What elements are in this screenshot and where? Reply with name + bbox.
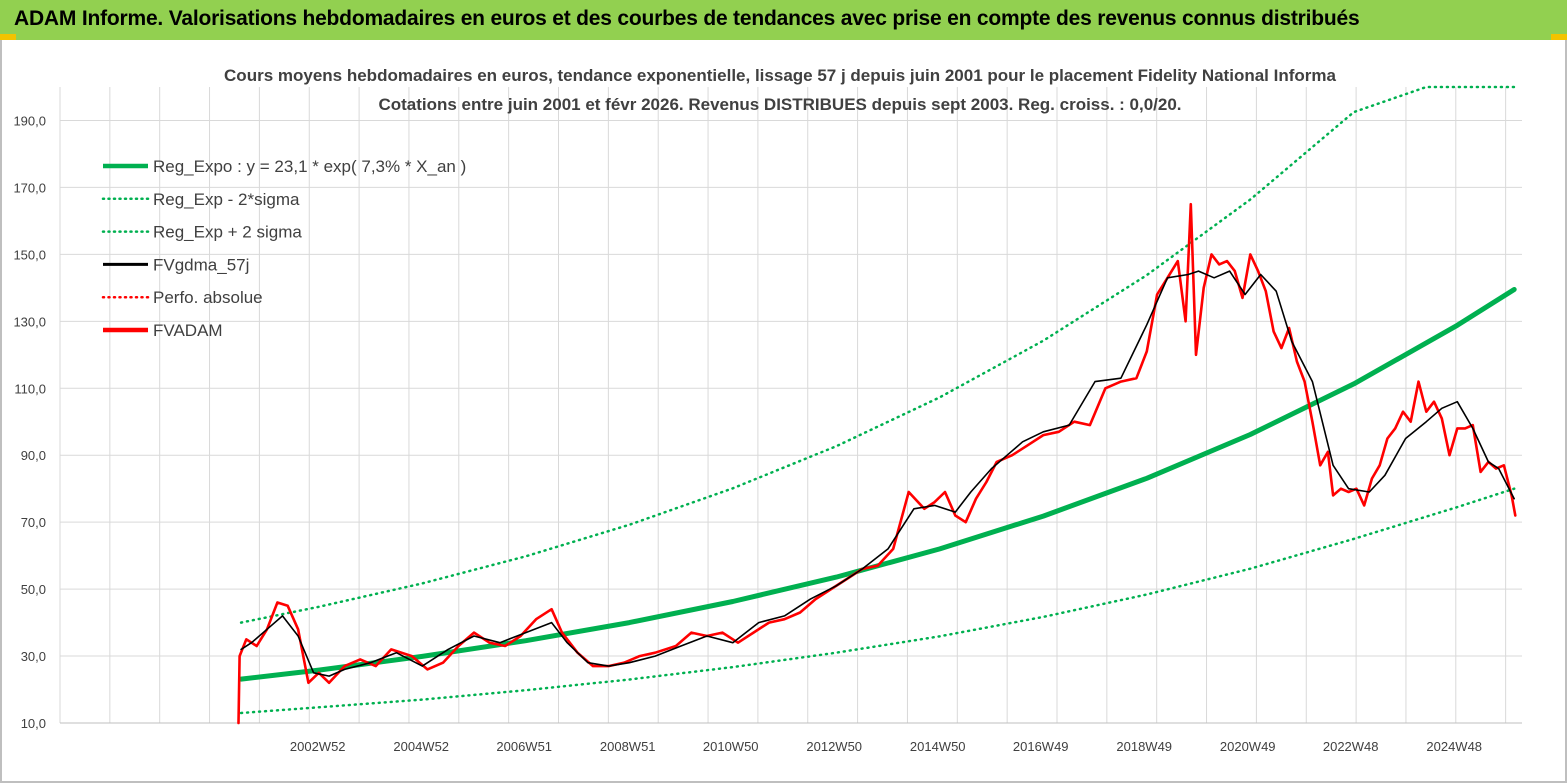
grid (59, 87, 1522, 724)
y-tick-label: 30,0 (21, 649, 46, 664)
chart-title-line-2: Cotations entre juin 2001 et févr 2026. … (378, 95, 1181, 114)
x-tick-label: 2004W52 (393, 739, 449, 754)
y-tick-label: 10,0 (21, 716, 46, 731)
legend-label: FVADAM (153, 321, 223, 340)
x-tick-label: 2018W49 (1116, 739, 1172, 754)
x-tick-label: 2010W50 (703, 739, 759, 754)
x-tick-label: 2022W48 (1323, 739, 1379, 754)
chart-frame (0, 40, 1567, 783)
x-tick-label: 2002W52 (290, 739, 346, 754)
banner-accent-right (1551, 34, 1567, 40)
legend: Reg_Expo : y = 23,1 * exp( 7,3% * X_an )… (101, 157, 466, 340)
y-tick-label: 110,0 (14, 381, 46, 396)
legend-label: Reg_Exp - 2*sigma (153, 190, 300, 209)
banner-accent-left (0, 34, 16, 40)
series-fvgdma-57j (240, 270, 1515, 677)
y-tick-label: 190,0 (13, 113, 46, 128)
banner: ADAM Informe. Valorisations hebdomadaire… (0, 0, 1567, 40)
chart-titles: Cours moyens hebdomadaires en euros, ten… (224, 66, 1336, 114)
series-reg-expo (238, 287, 1517, 682)
x-tick-label: 2016W49 (1013, 739, 1069, 754)
y-tick-label: 170,0 (13, 180, 46, 195)
axis-labels: 190,0 170,0 150,0 130,0 110,0 90,0 70,0 50,0 30,… (13, 113, 1482, 754)
series-reg-plus-2sigma (239, 85, 1516, 624)
y-tick-label: 150,0 (13, 247, 46, 262)
y-tick-label: 50,0 (21, 582, 46, 597)
x-tick-label: 2008W51 (600, 739, 656, 754)
x-tick-label: 2006W51 (496, 739, 552, 754)
legend-label: Perfo. absolue (153, 288, 263, 307)
banner-title: ADAM Informe. Valorisations hebdomadaire… (14, 7, 1360, 30)
x-tick-label: 2020W49 (1220, 739, 1276, 754)
y-tick-label: 70,0 (21, 515, 46, 530)
legend-label: Reg_Exp + 2 sigma (153, 223, 302, 242)
x-tick-label: 2012W50 (806, 739, 862, 754)
chart-title-line-1: Cours moyens hebdomadaires en euros, ten… (224, 66, 1336, 85)
x-tick-label: 2024W48 (1426, 739, 1482, 754)
legend-label: FVgdma_57j (153, 255, 249, 274)
y-tick-label: 130,0 (13, 314, 46, 329)
legend-label: Reg_Expo : y = 23,1 * exp( 7,3% * X_an ) (153, 157, 466, 176)
x-tick-label: 2014W50 (910, 739, 966, 754)
y-tick-label: 90,0 (21, 448, 46, 463)
series-reg-minus-2sigma (239, 487, 1516, 715)
series-layer (237, 85, 1517, 725)
series-fvadam (237, 202, 1517, 725)
